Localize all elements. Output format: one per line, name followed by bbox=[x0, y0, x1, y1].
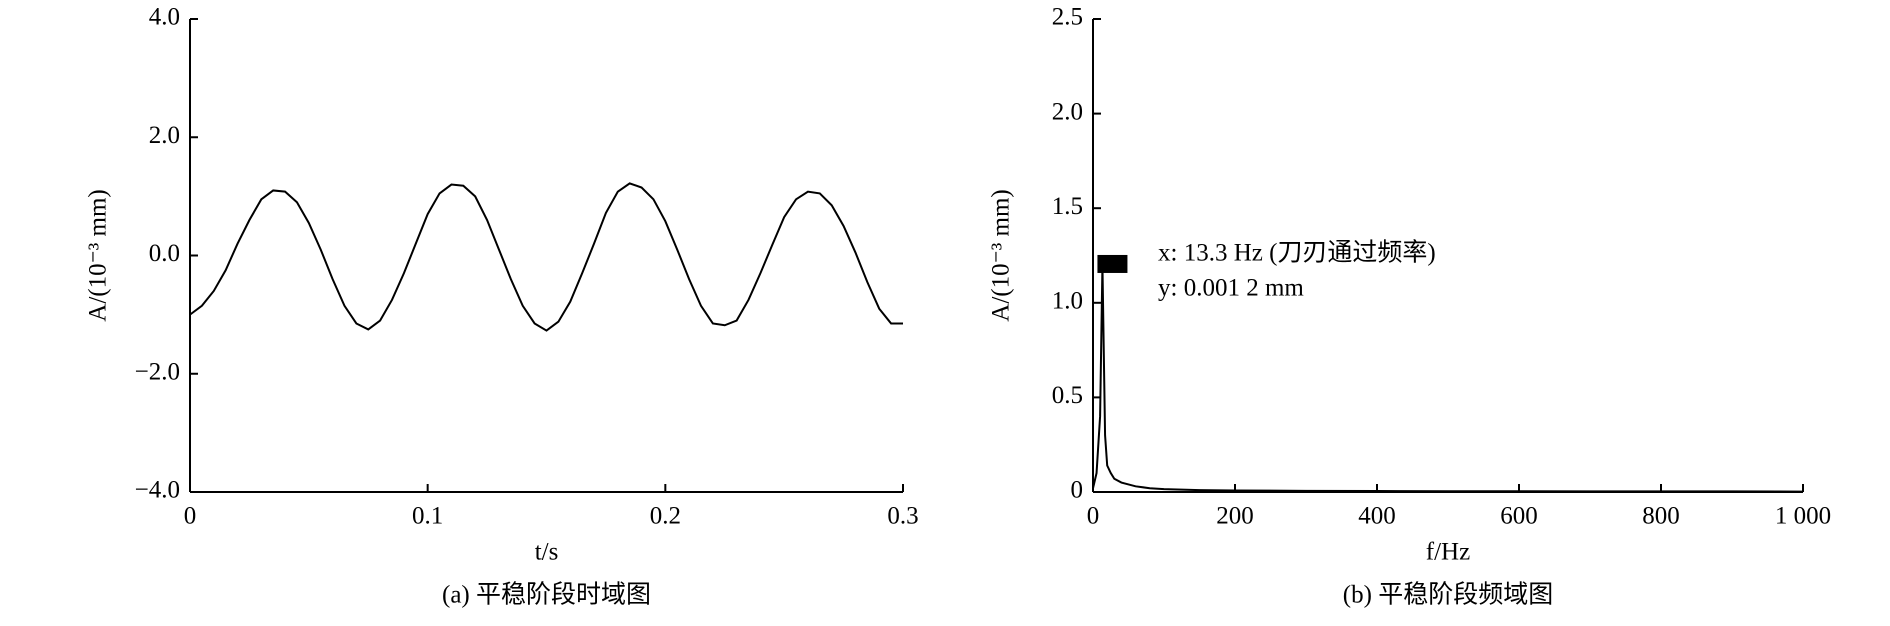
y-axis-label: A/(10⁻³ mm) bbox=[988, 189, 1015, 321]
x-tick-label: 800 bbox=[1642, 503, 1680, 530]
x-axis-label: t/s bbox=[535, 539, 559, 566]
peak-marker bbox=[1097, 254, 1128, 273]
x-tick-label: 0.2 bbox=[650, 503, 681, 530]
x-tick-label: 600 bbox=[1500, 503, 1538, 530]
x-tick-label: 0 bbox=[184, 503, 197, 530]
y-tick-label: 0.5 bbox=[1052, 382, 1083, 409]
data-line bbox=[189, 182, 903, 332]
y-tick-label: 2.0 bbox=[149, 122, 180, 149]
annotation: y: 0.001 2 mm bbox=[1158, 275, 1304, 302]
caption: (a) 平稳阶段时域图 bbox=[442, 581, 651, 609]
y-tick-label: 0 bbox=[1071, 477, 1084, 504]
x-axis-label: f/Hz bbox=[1426, 539, 1470, 566]
x-tick-label: 1 000 bbox=[1775, 503, 1831, 530]
y-tick-label: −4.0 bbox=[135, 477, 180, 504]
y-axis-label: A/(10⁻³ mm) bbox=[85, 189, 112, 321]
data-line bbox=[1092, 264, 1804, 493]
annotation: x: 13.3 Hz (刀刃通过频率) bbox=[1158, 239, 1436, 267]
y-tick-label: 0.0 bbox=[149, 240, 180, 267]
y-tick-label: −2.0 bbox=[135, 358, 180, 385]
x-tick-label: 200 bbox=[1216, 503, 1254, 530]
x-tick-label: 0.3 bbox=[887, 503, 918, 530]
y-tick-label: 2.0 bbox=[1052, 98, 1083, 125]
x-tick-label: 0.1 bbox=[412, 503, 443, 530]
y-tick-label: 4.0 bbox=[149, 4, 180, 31]
y-tick-label: 1.5 bbox=[1052, 193, 1083, 220]
y-tick-label: 1.0 bbox=[1052, 288, 1083, 315]
caption: (b) 平稳阶段频域图 bbox=[1343, 581, 1553, 609]
x-tick-label: 0 bbox=[1087, 503, 1100, 530]
x-tick-label: 400 bbox=[1358, 503, 1396, 530]
y-tick-label: 2.5 bbox=[1052, 4, 1083, 31]
